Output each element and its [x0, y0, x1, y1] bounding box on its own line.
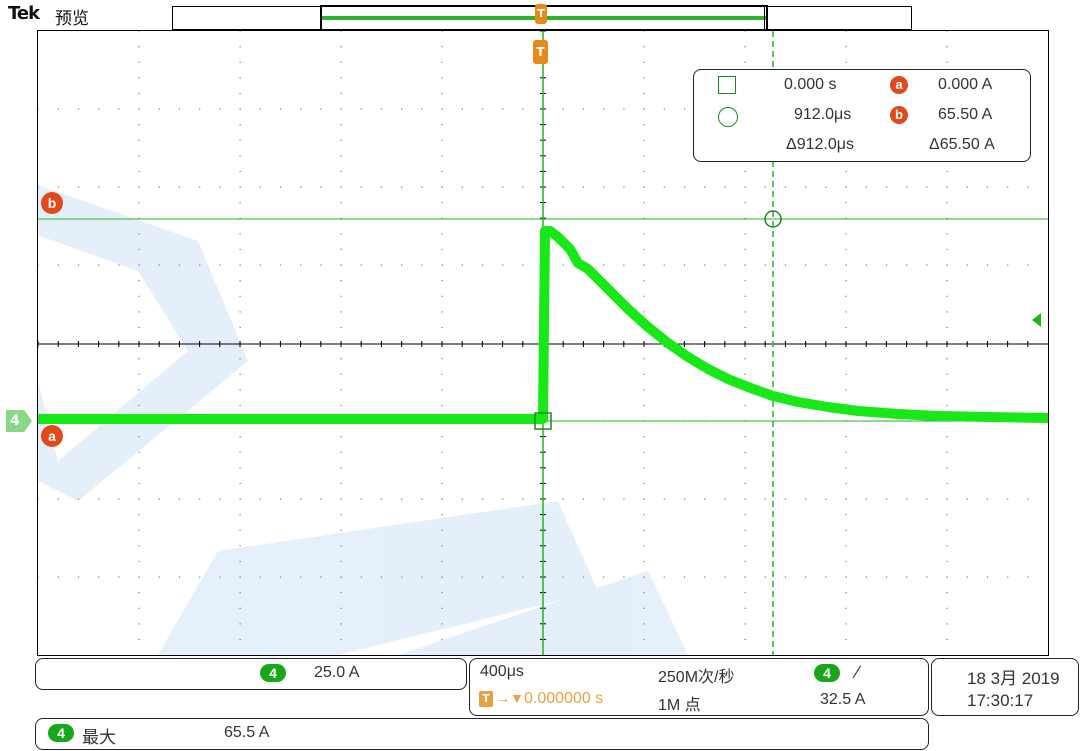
watermark-logo: [38, 185, 688, 655]
date-display: 18 3月 2019: [967, 669, 1060, 688]
trigger-offset-value: 0.000000 s: [524, 690, 604, 707]
channel-scale-value: 25.0 A: [314, 664, 360, 681]
trigger-channel-badge: 4: [814, 664, 840, 682]
cursor-a-value: 0.000 A: [938, 76, 993, 93]
measurement-value: 65.5 A: [224, 724, 270, 741]
sample-rate: 250M次/秒: [658, 669, 735, 686]
trigger-offset-arrow-icon: →▼: [496, 690, 524, 706]
record-view-left: [172, 6, 322, 30]
timebase-value: 400μs: [480, 663, 524, 680]
cursor-b-circle-marker: [764, 210, 782, 228]
measurement-panel[interactable]: 4 最大 65.5 A: [35, 718, 929, 750]
cursor-a-label[interactable]: a: [41, 425, 63, 447]
datetime-panel: 18 3月 2019 17:30:17: [931, 658, 1079, 716]
trigger-offset-icon: T: [479, 691, 493, 707]
waveform-display: [37, 30, 1049, 656]
trigger-level-arrow[interactable]: [1032, 313, 1041, 327]
channel-4-ground-marker[interactable]: 4: [6, 410, 32, 432]
cursor-b-badge: b: [890, 106, 908, 124]
trigger-level-value: 32.5 A: [820, 691, 866, 708]
channel-4-badge: 4: [260, 664, 286, 682]
timebase-trigger-panel[interactable]: 400μs 250M次/秒 4 ∕ T →▼ 0.000000 s 1M 点 3…: [469, 658, 929, 716]
time-display: 17:30:17: [967, 691, 1034, 710]
measurement-label: 最大: [82, 728, 116, 747]
cursor-delta-value: Δ65.50 A: [929, 136, 995, 153]
cursor-a-badge: a: [890, 76, 908, 94]
channel-scale-panel[interactable]: 4 25.0 A: [35, 658, 467, 690]
square-cursor-icon: [718, 76, 736, 94]
record-view-right: [764, 6, 912, 30]
trigger-slope-icon: ∕: [856, 662, 860, 682]
cursor-b-label[interactable]: b: [41, 192, 63, 214]
trigger-position-marker: T: [535, 4, 547, 24]
trigger-time-marker[interactable]: T: [533, 40, 548, 64]
cursor-delta-time: Δ912.0μs: [786, 136, 854, 153]
waveform-trace: [38, 226, 1048, 424]
cursor-a-square-marker: [534, 412, 552, 430]
circle-cursor-icon: [718, 107, 738, 127]
cursor-a-time: 0.000 s: [784, 76, 837, 93]
measurement-channel-badge: 4: [48, 724, 74, 742]
brand-logo: Tek: [8, 3, 40, 24]
cursor-readout-panel: 0.000 s a 0.000 A 912.0μs b 65.50 A Δ912…: [693, 69, 1031, 162]
cursor-b-value: 65.50 A: [938, 106, 993, 123]
cursor-b-time: 912.0μs: [794, 106, 852, 123]
acquisition-mode: 预览: [55, 9, 89, 29]
record-length: 1M 点: [658, 697, 701, 714]
